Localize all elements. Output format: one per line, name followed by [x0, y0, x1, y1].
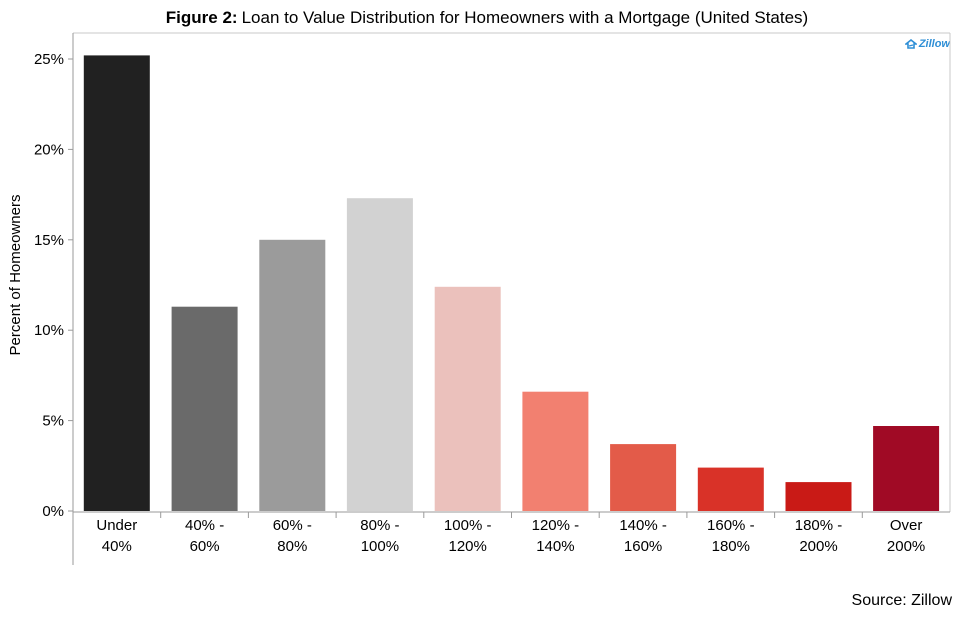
x-tick-label: 160% -	[707, 517, 755, 534]
x-tick-label: 160%	[624, 538, 662, 555]
y-tick-label: 5%	[42, 413, 64, 430]
title-text: Loan to Value Distribution for Homeowner…	[241, 8, 809, 27]
x-tick-label: 140%	[536, 538, 574, 555]
x-tick-label: 140% -	[619, 517, 667, 534]
bar-0	[83, 55, 150, 512]
bar-5	[522, 391, 589, 511]
x-tick-label: 80%	[277, 538, 307, 555]
bar-6	[610, 444, 677, 511]
logo-text: Zillow	[918, 38, 950, 50]
bar-1	[171, 306, 238, 511]
chart-axes	[68, 32, 951, 565]
x-tick-label: 60%	[190, 538, 220, 555]
bar-4	[434, 286, 501, 511]
y-tick-label: 15%	[34, 232, 64, 249]
y-tick-label: 20%	[34, 141, 64, 158]
x-tick-label: 120%	[449, 538, 487, 555]
x-tick-label: 180% -	[795, 517, 843, 534]
figure-label: Figure 2:	[165, 8, 238, 27]
y-axis-label: Percent of Homeowners	[7, 195, 24, 356]
chart-bars	[83, 55, 940, 512]
x-tick-labels: Under 40% 40% - 60% 60% - 80% 80% - 100% 100% - 1…	[96, 517, 925, 555]
x-tick-label: 200%	[799, 538, 837, 555]
bar-3	[346, 198, 413, 511]
x-tick-label: 80% -	[360, 517, 399, 534]
x-tick-label: 60% -	[273, 517, 312, 534]
x-tick-label: 40%	[102, 538, 132, 555]
y-tick-label: 25%	[34, 51, 64, 68]
x-tick-label: 40% -	[185, 517, 224, 534]
x-tick-label: 200%	[887, 538, 925, 555]
bar-9	[873, 426, 940, 511]
x-tick-label: Under	[96, 517, 137, 534]
chart-title: Figure 2: Loan to Value Distribution for …	[0, 8, 974, 28]
x-tick-label: 180%	[712, 538, 750, 555]
bar-7	[697, 467, 764, 511]
y-tick-labels: 0% 5% 10% 15% 20% 25%	[34, 51, 64, 520]
zillow-logo: Zillow	[904, 38, 950, 50]
x-tick-label: 100%	[361, 538, 399, 555]
y-tick-label: 10%	[34, 322, 64, 339]
x-tick-label: 120% -	[532, 517, 580, 534]
x-tick-label: 100% -	[444, 517, 492, 534]
source-note: Source: Zillow	[851, 592, 952, 609]
x-tick-label: Over	[890, 517, 923, 534]
bar-8	[785, 482, 852, 511]
y-tick-label: 0%	[42, 503, 64, 520]
zillow-logo-icon	[904, 39, 917, 49]
bar-2	[259, 239, 326, 512]
